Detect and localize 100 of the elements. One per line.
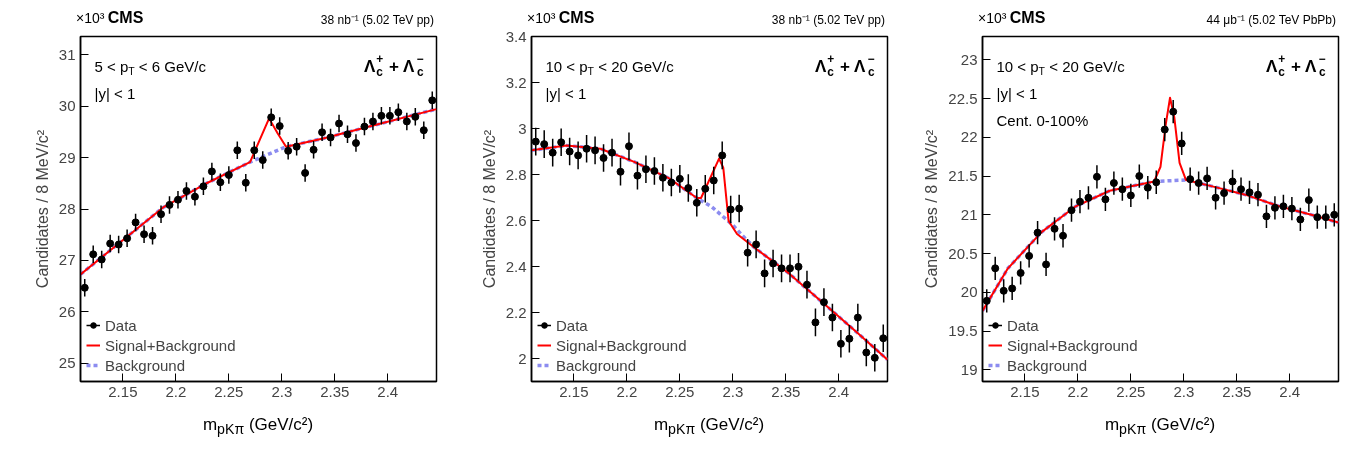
chart-subtitle: 44 μb⁻¹ (5.02 TeV PbPb) bbox=[1206, 11, 1336, 29]
point bbox=[1092, 172, 1101, 181]
point bbox=[726, 205, 735, 214]
point bbox=[760, 269, 769, 278]
point bbox=[207, 167, 216, 176]
x-tick-label: 2.35 bbox=[771, 382, 801, 400]
point bbox=[335, 119, 344, 128]
y-tick-label: 21.5 bbox=[948, 167, 978, 185]
y-tick-label: 2.4 bbox=[505, 257, 527, 275]
x-tick-label: 2.4 bbox=[828, 382, 850, 400]
point bbox=[1279, 202, 1288, 211]
x-tick-label: 2.3 bbox=[1173, 382, 1195, 400]
point bbox=[368, 117, 377, 126]
y-tick-label: 2 bbox=[518, 349, 527, 367]
y-tick-label: 21 bbox=[960, 205, 978, 223]
point bbox=[284, 146, 293, 155]
point bbox=[1042, 260, 1051, 269]
point bbox=[1228, 177, 1237, 186]
point bbox=[419, 126, 428, 135]
point bbox=[1270, 203, 1279, 212]
point bbox=[548, 148, 557, 157]
legend-label: Background bbox=[1007, 356, 1088, 374]
point bbox=[752, 240, 761, 249]
point bbox=[667, 178, 676, 187]
y-tick-label: 3.4 bbox=[505, 27, 527, 45]
point bbox=[1075, 197, 1084, 206]
point bbox=[641, 165, 650, 174]
point bbox=[1304, 196, 1313, 205]
y-tick-label: 31 bbox=[58, 45, 76, 63]
point bbox=[658, 173, 667, 182]
y-tick-label: 27 bbox=[58, 251, 76, 269]
point bbox=[591, 146, 600, 155]
point bbox=[599, 153, 608, 162]
x-tick-label: 2.3 bbox=[271, 382, 293, 400]
point bbox=[385, 111, 394, 120]
chart-title: CMS bbox=[107, 9, 144, 27]
point bbox=[819, 298, 828, 307]
point bbox=[360, 122, 369, 131]
point bbox=[351, 139, 360, 148]
y-tick-label: 28 bbox=[58, 200, 76, 217]
point bbox=[402, 117, 411, 126]
point bbox=[250, 146, 259, 155]
point bbox=[148, 231, 157, 240]
annotation: |y| < 1 bbox=[996, 85, 1038, 102]
y-tick-label: 20 bbox=[960, 283, 978, 301]
point bbox=[811, 318, 820, 327]
point bbox=[870, 353, 879, 362]
y-tick-label: 20.5 bbox=[948, 244, 978, 262]
chart-subtitle: 38 nb⁻¹ (5.02 TeV pp) bbox=[771, 11, 885, 29]
x-tick-label: 2.2 bbox=[1067, 382, 1089, 400]
y-tick-label: 2.8 bbox=[505, 165, 527, 183]
point bbox=[190, 192, 199, 201]
legend-label: Data bbox=[105, 316, 137, 334]
point bbox=[1287, 204, 1296, 213]
point bbox=[1025, 251, 1034, 260]
point bbox=[326, 133, 335, 142]
point bbox=[845, 334, 854, 343]
x-axis-title: m$_{pKπ}$ (GeV/c²) bbox=[201, 414, 315, 440]
y-tick-label: 19 bbox=[960, 360, 978, 378]
point bbox=[1177, 139, 1186, 148]
legend-label: Background bbox=[556, 356, 637, 374]
point bbox=[1033, 228, 1042, 237]
point bbox=[769, 259, 778, 268]
y-tick-label: 29 bbox=[58, 148, 76, 166]
point bbox=[182, 186, 191, 195]
text: ×10³ bbox=[76, 10, 105, 27]
x-tick-label: 2.15 bbox=[1010, 382, 1040, 400]
point bbox=[301, 168, 310, 177]
x-tick-label: 2.4 bbox=[1279, 382, 1301, 400]
y-axis-title: Candidates / 8 MeV/c² bbox=[480, 129, 498, 289]
point bbox=[1330, 210, 1339, 219]
legend-label: Signal+Background bbox=[105, 336, 236, 354]
y-tick-label: 3.2 bbox=[505, 73, 527, 91]
point bbox=[786, 264, 795, 273]
x-tick-label: 2.35 bbox=[320, 382, 350, 400]
point bbox=[123, 234, 132, 243]
point bbox=[343, 130, 352, 139]
point bbox=[1245, 188, 1254, 197]
x-tick-label: 2.25 bbox=[1116, 382, 1146, 400]
point bbox=[743, 248, 752, 257]
x-tick-label: 2.2 bbox=[616, 382, 638, 400]
y-axis-title: Candidates / 8 MeV/c² bbox=[33, 129, 51, 289]
point bbox=[1152, 178, 1161, 187]
point bbox=[224, 171, 233, 180]
y-tick-label: 19.5 bbox=[948, 322, 978, 340]
y-tick-label: 3 bbox=[518, 119, 527, 137]
point bbox=[1262, 212, 1271, 221]
point bbox=[709, 176, 718, 185]
point bbox=[608, 148, 617, 157]
x-tick-label: 2.4 bbox=[377, 382, 399, 400]
y-tick-label: 2.2 bbox=[505, 303, 527, 321]
annotation: |y| < 1 bbox=[545, 85, 587, 102]
point bbox=[157, 210, 166, 219]
point bbox=[684, 184, 693, 193]
point bbox=[1101, 195, 1110, 204]
point bbox=[633, 171, 642, 180]
point bbox=[394, 108, 403, 117]
point bbox=[531, 137, 540, 146]
point bbox=[1059, 231, 1068, 240]
point bbox=[982, 296, 991, 305]
